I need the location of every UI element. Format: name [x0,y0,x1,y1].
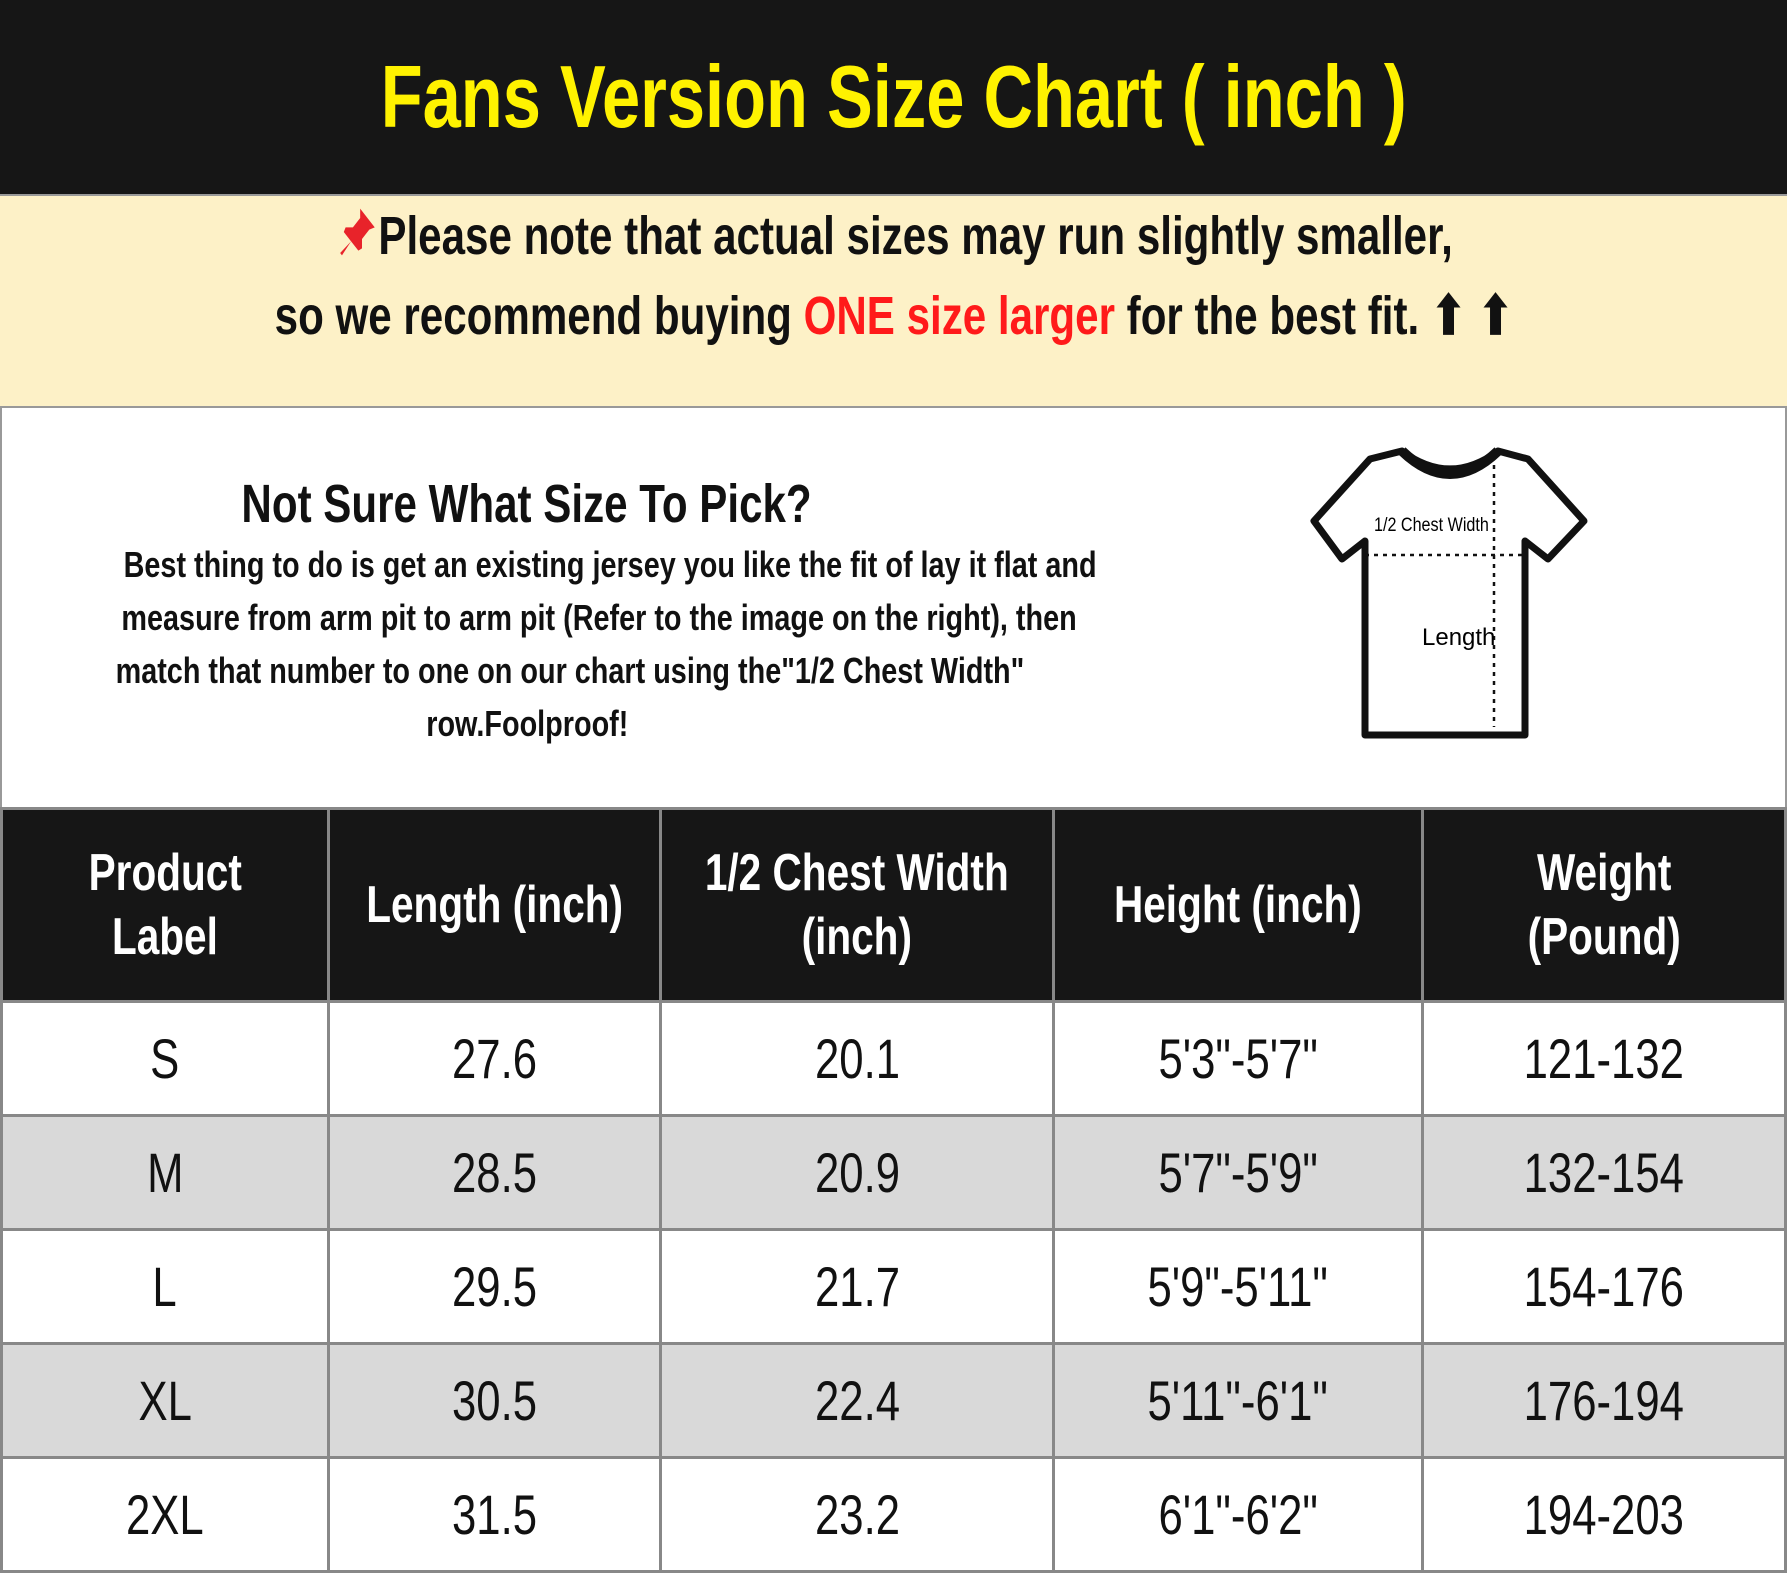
tshirt-diagram: 1/2 Chest Width Length [1310,447,1588,739]
guide-text: Best thing to do is get an existing jers… [115,544,1097,744]
cell-chest-width: 20.9 [659,1114,1055,1231]
col-header-height: Height (inch) [1051,807,1424,1003]
cell-length: 31.5 [327,1456,663,1573]
cell-weight: 194-203 [1420,1456,1787,1573]
table-row: S 27.6 20.1 5'3"-5'7" 121-132 [0,1000,1787,1117]
cell-chest-width: 23.2 [659,1456,1055,1573]
page-title: Fans Version Size Chart ( inch ) [380,47,1407,146]
title-banner: Fans Version Size Chart ( inch ) [0,0,1787,194]
cell-height: 5'11"-6'1" [1051,1342,1424,1459]
cell-length: 27.6 [327,1000,663,1117]
fit-guide: Not Sure What Size To Pick? Best thing t… [0,408,1787,807]
pushpin-icon [339,208,375,256]
size-note: Please note that actual sizes may run sl… [0,194,1787,408]
col-header-length: Length (inch) [327,807,663,1003]
table-row: XL 30.5 22.4 5'11"-6'1" 176-194 [0,1342,1787,1459]
cell-weight: 132-154 [1420,1114,1787,1231]
chest-width-label: 1/2 Chest Width [1374,514,1489,536]
cell-size-label: M [0,1114,331,1231]
table-row: M 28.5 20.9 5'7"-5'9" 132-154 [0,1114,1787,1231]
cell-height: 6'1"-6'2" [1051,1456,1424,1573]
length-label: Length [1422,624,1495,651]
table-row: L 29.5 21.7 5'9"-5'11" 154-176 [0,1228,1787,1345]
cell-height: 5'9"-5'11" [1051,1228,1424,1345]
cell-chest-width: 22.4 [659,1342,1055,1459]
note-line-1: Please note that actual sizes may run sl… [378,206,1453,266]
cell-length: 30.5 [327,1342,663,1459]
cell-chest-width: 20.1 [659,1000,1055,1117]
cell-height: 5'7"-5'9" [1051,1114,1424,1231]
guide-question: Not Sure What Size To Pick? [241,474,813,534]
table-header-row: Product Label Length (inch) 1/2 Chest Wid… [0,807,1787,1003]
cell-weight: 121-132 [1420,1000,1787,1117]
col-header-chest: 1/2 Chest Width (inch) [659,807,1055,1003]
note-highlight: ONE size larger [803,286,1115,346]
cell-size-label: XL [0,1342,331,1459]
tshirt-outline [1310,447,1588,739]
cell-size-label: L [0,1228,331,1345]
cell-weight: 176-194 [1420,1342,1787,1459]
cell-height: 5'3"-5'7" [1051,1000,1424,1117]
table-row: 2XL 31.5 23.2 6'1"-6'2" 194-203 [0,1456,1787,1573]
cell-weight: 154-176 [1420,1228,1787,1345]
note-line-2: so we recommend buying [274,286,804,346]
cell-length: 29.5 [327,1228,663,1345]
size-table: Product Label Length (inch) 1/2 Chest Wid… [0,807,1787,1573]
cell-length: 28.5 [327,1114,663,1231]
cell-size-label: S [0,1000,331,1117]
col-header-label: Product Label [0,807,331,1003]
cell-chest-width: 21.7 [659,1228,1055,1345]
col-header-weight: Weight (Pound) [1420,807,1787,1003]
cell-size-label: 2XL [0,1456,331,1573]
arrow-up-icon: ⬆ ⬆ [1430,286,1513,346]
